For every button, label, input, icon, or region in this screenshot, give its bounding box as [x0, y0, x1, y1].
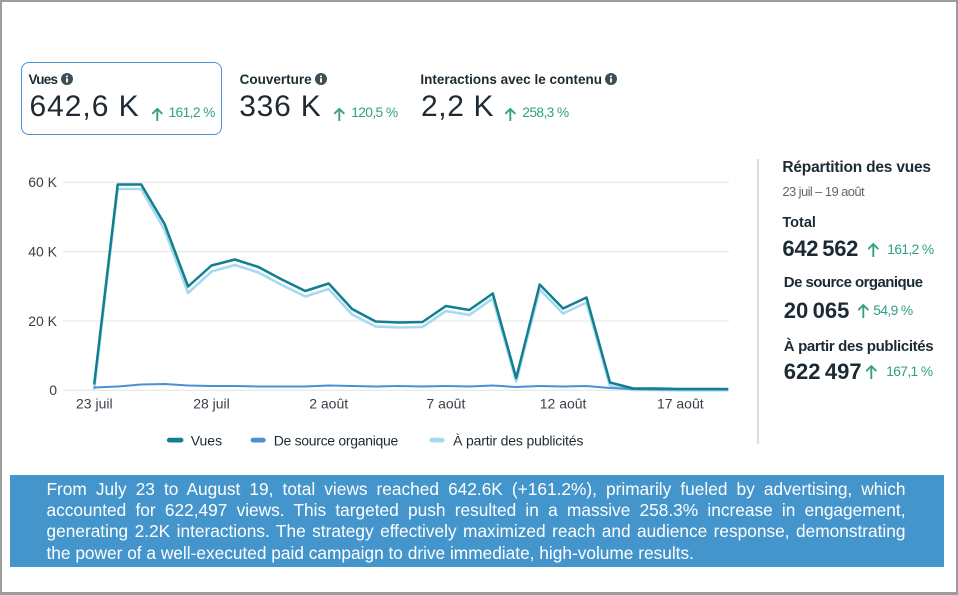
svg-text:À partir des publicités: À partir des publicités: [453, 432, 583, 448]
svg-text:De source organique: De source organique: [274, 432, 399, 448]
svg-text:23 juil: 23 juil: [76, 396, 113, 412]
svg-text:20 K: 20 K: [28, 313, 57, 329]
svg-text:17 août: 17 août: [657, 396, 704, 412]
svg-text:12 août: 12 août: [540, 396, 587, 412]
svg-text:Vues: Vues: [191, 432, 222, 448]
svg-text:28 juil: 28 juil: [193, 396, 230, 412]
svg-text:60 K: 60 K: [28, 174, 57, 190]
svg-text:2 août: 2 août: [309, 396, 348, 412]
svg-text:0: 0: [49, 382, 57, 398]
svg-text:40 K: 40 K: [28, 243, 57, 259]
svg-text:7 août: 7 août: [426, 396, 465, 412]
